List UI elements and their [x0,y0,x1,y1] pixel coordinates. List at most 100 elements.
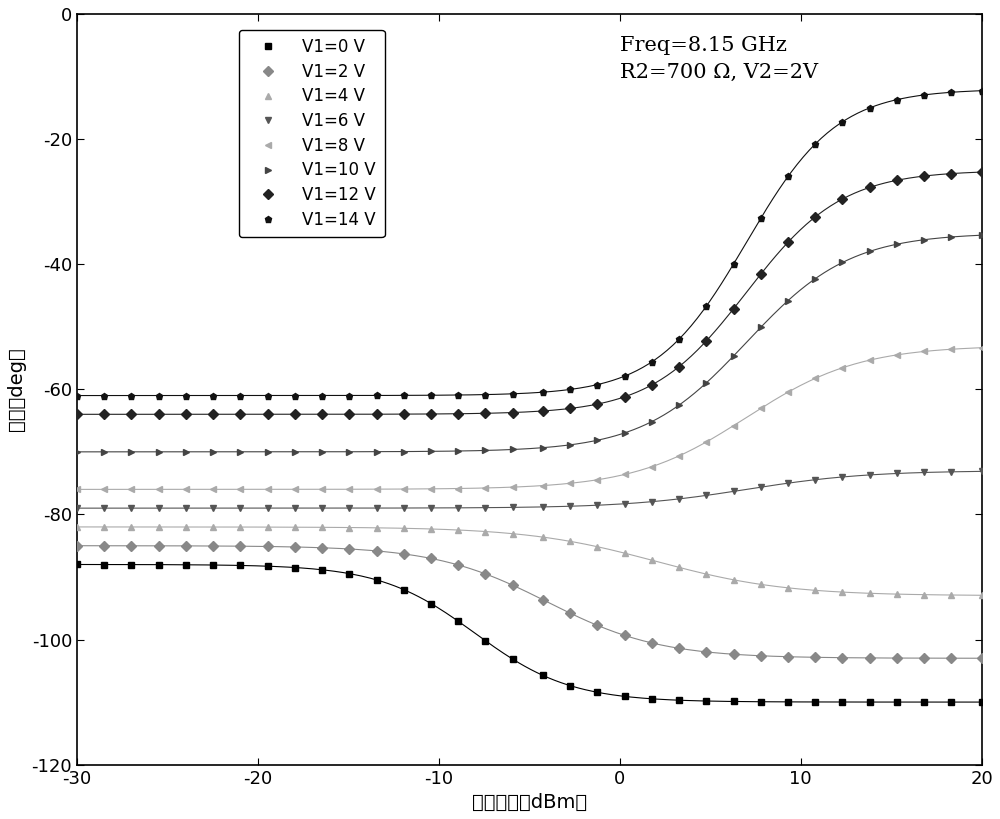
V1=14 V [207,391,219,400]
V1=10 V [646,417,658,427]
V1=2 V [537,595,549,604]
Line: V1=12 V: V1=12 V [74,169,985,418]
V1=14 V [371,391,383,400]
V1=0 V [976,697,988,707]
V1=0 V [452,617,464,627]
V1=4 V [537,532,549,542]
V1=10 V [918,235,930,245]
V1=12 V [700,336,712,346]
V1=10 V [234,447,246,457]
V1=8 V [207,485,219,495]
V1=2 V [153,541,165,550]
V1=2 V [125,541,137,550]
V1=12 V [619,391,631,401]
V1=4 V [564,536,576,546]
V1=4 V [755,580,767,590]
V1=10 V [371,447,383,457]
V1=4 V [479,527,491,536]
V1=2 V [700,647,712,657]
V1=10 V [343,447,355,457]
V1=6 V [728,486,740,496]
Text: Freq=8.15 GHz
R2=700 Ω, V2=2V: Freq=8.15 GHz R2=700 Ω, V2=2V [620,37,818,82]
V1=4 V [591,542,603,552]
V1=10 V [262,447,274,457]
V1=8 V [479,483,491,493]
V1=8 V [976,343,988,353]
V1=6 V [262,503,274,513]
V1=6 V [234,503,246,513]
V1=0 V [262,561,274,571]
V1=8 V [918,346,930,356]
V1=12 V [755,269,767,279]
V1=0 V [591,687,603,697]
V1=6 V [646,497,658,507]
V1=2 V [98,541,110,550]
V1=14 V [452,390,464,400]
V1=12 V [125,410,137,419]
V1=6 V [591,500,603,510]
V1=2 V [673,644,685,654]
V1=6 V [782,478,794,488]
V1=12 V [591,399,603,409]
V1=4 V [836,587,848,597]
V1=14 V [755,213,767,223]
V1=12 V [945,169,957,179]
V1=12 V [728,304,740,314]
V1=2 V [343,544,355,554]
V1=4 V [153,522,165,532]
V1=4 V [918,590,930,600]
V1=2 V [945,654,957,663]
V1=6 V [564,501,576,511]
V1=12 V [452,409,464,419]
V1=4 V [864,588,876,598]
V1=2 V [728,649,740,659]
V1=6 V [125,503,137,513]
V1=10 V [479,446,491,455]
V1=14 V [398,391,410,400]
V1=0 V [180,560,192,570]
V1=12 V [918,171,930,181]
V1=12 V [371,410,383,419]
V1=8 V [153,485,165,495]
V1=6 V [479,503,491,513]
V1=6 V [425,503,437,513]
V1=6 V [673,494,685,504]
V1=2 V [564,609,576,618]
V1=14 V [836,117,848,127]
V1=8 V [864,355,876,365]
V1=10 V [398,446,410,456]
V1=2 V [452,560,464,570]
V1=14 V [728,259,740,269]
V1=4 V [180,522,192,532]
V1=6 V [316,503,328,513]
V1=2 V [425,554,437,563]
V1=0 V [619,691,631,701]
V1=0 V [673,695,685,705]
V1=0 V [755,697,767,707]
V1=4 V [646,555,658,565]
V1=12 V [891,175,903,185]
V1=6 V [343,503,355,513]
V1=14 V [619,371,631,381]
V1=4 V [207,522,219,532]
V1=8 V [945,344,957,354]
V1=12 V [289,410,301,419]
V1=14 V [918,90,930,100]
V1=8 V [180,485,192,495]
V1=10 V [316,447,328,457]
V1=14 V [646,357,658,367]
V1=8 V [98,485,110,495]
V1=6 V [180,503,192,513]
V1=2 V [646,638,658,648]
V1=4 V [398,523,410,533]
V1=14 V [180,391,192,400]
V1=2 V [782,652,794,662]
V1=14 V [537,387,549,397]
V1=2 V [180,541,192,551]
V1=6 V [809,475,821,485]
V1=2 V [836,653,848,663]
V1=6 V [207,503,219,513]
V1=6 V [945,467,957,477]
V1=2 V [289,542,301,552]
V1=6 V [755,482,767,492]
